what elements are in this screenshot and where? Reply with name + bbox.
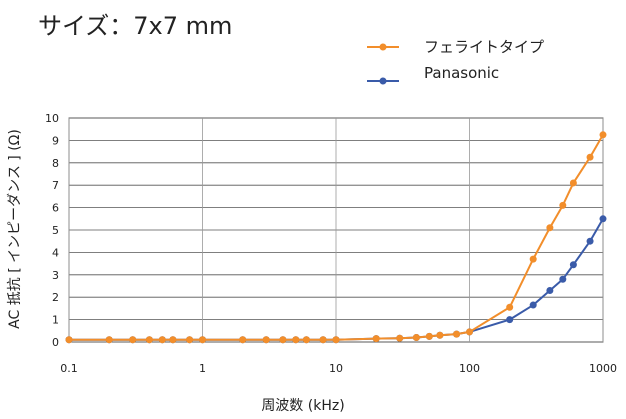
data-point-ferrite <box>436 331 444 339</box>
data-point-ferrite <box>279 336 287 344</box>
data-series <box>65 131 607 344</box>
data-point-ferrite <box>529 255 537 263</box>
legend: フェライトタイプ Panasonic <box>367 38 544 85</box>
x-tick-label: 10 <box>329 362 343 375</box>
legend-label-panasonic: Panasonic <box>424 64 499 82</box>
data-point-ferrite <box>292 336 300 344</box>
tick-labels: 0 1 2 3 4 5 6 7 8 9 10 0.1 1 10 100 1000 <box>45 112 617 375</box>
data-point-ferrite <box>105 336 113 344</box>
data-point-panasonic <box>569 261 577 269</box>
data-point-ferrite <box>169 336 177 344</box>
data-point-ferrite <box>453 330 461 338</box>
y-tick-label: 5 <box>52 224 59 237</box>
x-tick-label: 1000 <box>589 362 617 375</box>
data-point-ferrite <box>569 179 577 187</box>
y-tick-label: 4 <box>52 246 59 259</box>
data-point-ferrite <box>145 336 153 344</box>
data-point-ferrite <box>506 303 514 311</box>
data-point-ferrite <box>559 201 567 209</box>
y-tick-label: 7 <box>52 179 59 192</box>
x-axis-label: 周波数 (kHz) <box>261 398 344 414</box>
data-point-ferrite <box>466 328 473 336</box>
y-tick-label: 1 <box>52 314 59 327</box>
data-point-ferrite <box>199 336 206 344</box>
data-point-ferrite <box>129 336 137 344</box>
data-point-ferrite <box>302 336 310 344</box>
y-tick-label: 0 <box>52 336 59 349</box>
y-tick-label: 10 <box>45 112 59 125</box>
data-point-panasonic <box>586 237 594 245</box>
data-point-panasonic <box>529 301 537 309</box>
data-point-panasonic <box>546 286 554 294</box>
data-point-panasonic <box>599 215 607 223</box>
chart-title: サイズ：7x7 mm <box>38 12 232 40</box>
legend-label-ferrite: フェライトタイプ <box>424 38 544 56</box>
data-point-ferrite <box>425 332 433 340</box>
y-tick-label: 3 <box>52 269 59 282</box>
y-tick-label: 8 <box>52 157 59 170</box>
x-tick-label: 1 <box>199 362 206 375</box>
data-point-ferrite <box>65 336 73 344</box>
data-point-panasonic <box>506 316 514 324</box>
legend-marker-panasonic <box>379 77 387 85</box>
y-tick-label: 6 <box>52 202 59 215</box>
data-point-ferrite <box>412 334 420 342</box>
data-point-ferrite <box>262 336 270 344</box>
data-point-ferrite <box>599 131 607 139</box>
legend-marker-ferrite <box>379 43 387 51</box>
y-tick-label: 2 <box>52 291 59 304</box>
data-point-ferrite <box>546 224 554 232</box>
data-point-ferrite <box>396 334 404 342</box>
x-tick-label: 100 <box>459 362 480 375</box>
data-point-ferrite <box>239 336 247 344</box>
data-point-panasonic <box>559 275 567 283</box>
data-point-ferrite <box>158 336 166 344</box>
data-point-ferrite <box>186 336 194 344</box>
x-tick-label: 0.1 <box>60 362 78 375</box>
y-axis-label: AC 抵抗 [ インピーダンス ] (Ω) <box>7 129 23 329</box>
data-point-ferrite <box>586 153 594 161</box>
y-tick-label: 9 <box>52 134 59 147</box>
data-point-ferrite <box>332 336 340 344</box>
plot-grid <box>68 117 604 343</box>
data-point-ferrite <box>319 336 327 344</box>
data-point-ferrite <box>372 335 380 343</box>
